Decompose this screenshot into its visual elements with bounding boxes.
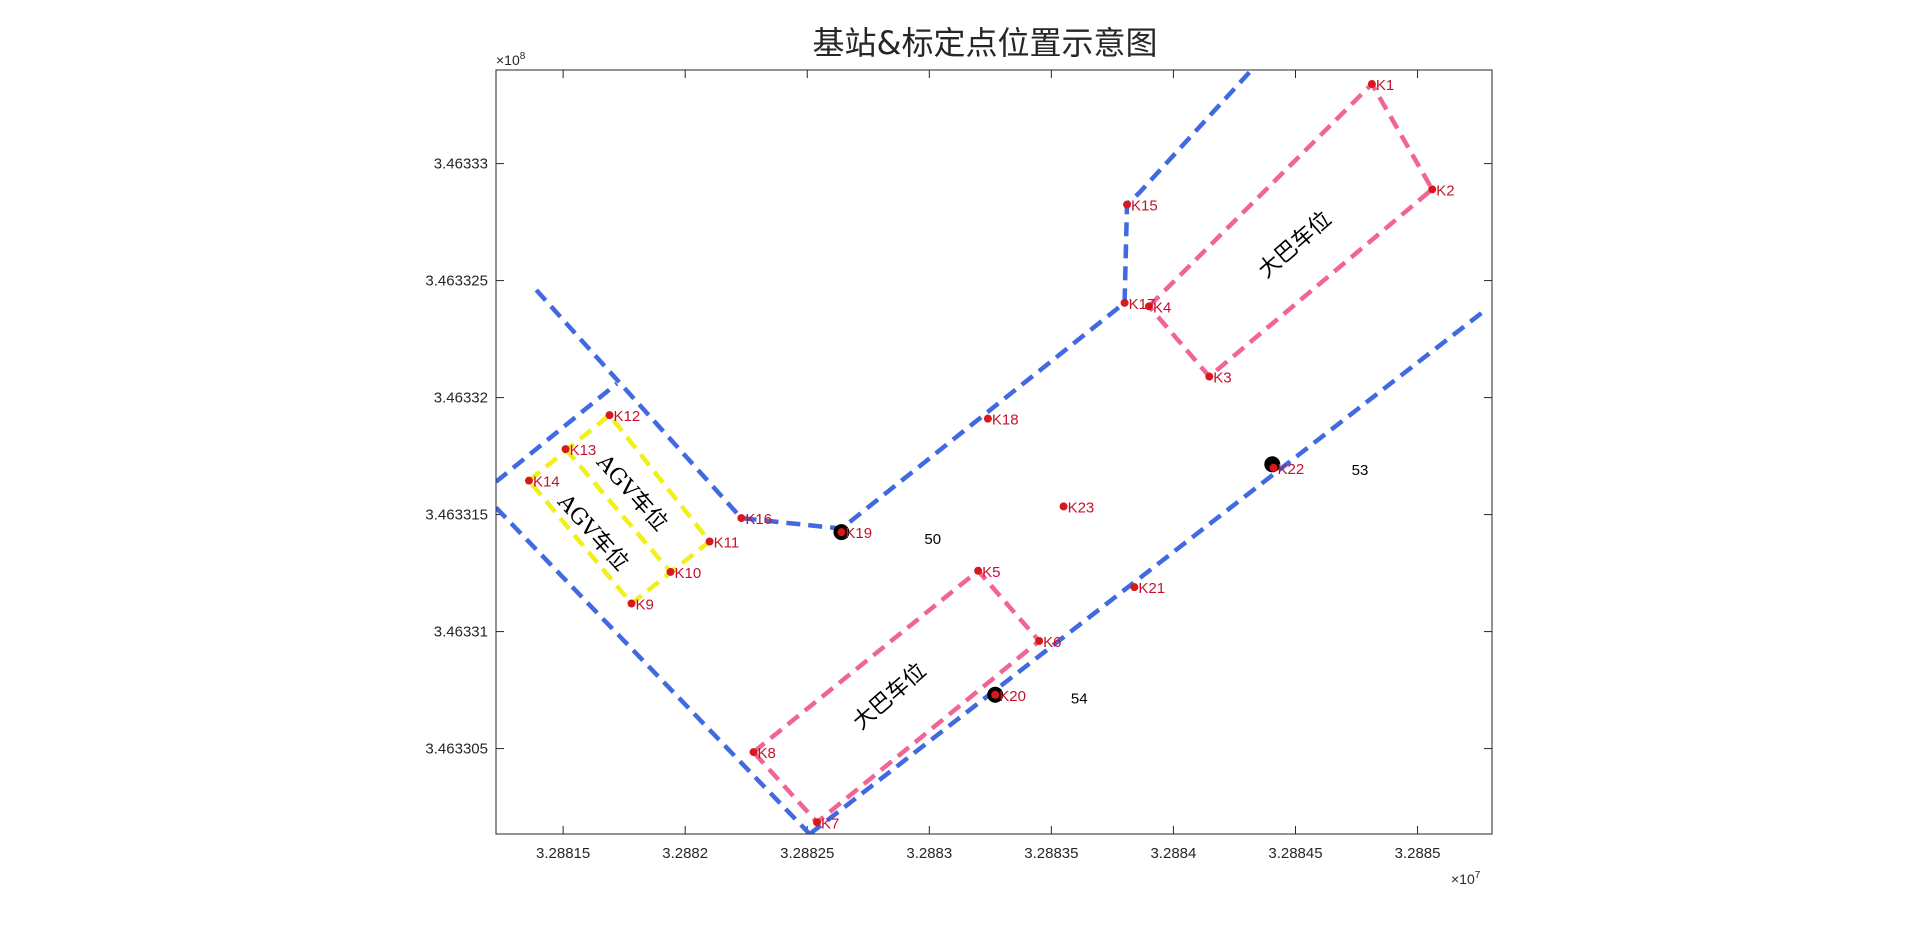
calibration-point-label: K4 [1153,299,1171,316]
calibration-point [737,514,746,523]
x-tick-label: 3.28815 [536,845,590,862]
calibration-point [1428,185,1437,194]
calibration-point [749,748,758,757]
calibration-point-label: K12 [614,408,641,425]
calibration-point-label: K2 [1436,182,1454,199]
calibration-point [1059,502,1068,511]
calibration-point-label: K13 [570,442,597,459]
parking-region-label: 大巴车位 [1254,207,1337,284]
calibration-point-label: K14 [533,474,560,491]
calibration-point [1205,372,1214,381]
calibration-point-label: K19 [845,525,872,542]
calibration-point [1035,636,1044,645]
x-tick-label: 3.2882 [662,845,708,862]
calibration-point [991,690,1000,699]
calibration-point-label: K11 [714,535,740,552]
y-tick-label: 3.46333 [434,156,488,173]
calibration-point [837,528,846,537]
x-tick-label: 3.2884 [1150,845,1196,862]
x-exponent-label: ×107 [1451,870,1481,887]
label-layer: 50 53 54 K1 K2 K3 K4 K5 K6 K7 K8 K9 K10 K11 K12 K13 K14 K… [533,77,1455,832]
y-tick-label: 3.463305 [425,741,488,758]
agv-spot-outline [563,447,673,574]
road-boundary-line [496,506,812,834]
road-boundary-line [496,381,619,484]
calibration-point [627,599,636,608]
axes-frame [495,69,1493,835]
road-boundary-line [534,70,1254,531]
calibration-point-label: K15 [1131,198,1158,215]
calibration-point-label: K17 [1129,296,1156,313]
y-tick-label: 3.46331 [434,624,488,641]
plot-area: 50 53 54 K1 K2 K3 K4 K5 K6 K7 K8 K9 K10 K11 K12 K13 K14 K… [496,70,1489,834]
base-station-label: 53 [1352,462,1369,479]
base-station-label: 54 [1071,690,1088,707]
calibration-point-label: K9 [635,597,653,614]
bus-spot-outline [1147,80,1436,380]
calibration-point [705,537,714,546]
calibration-point-label: K5 [982,564,1000,581]
road-boundary-line [808,306,1489,834]
calibration-point [1367,80,1376,89]
calibration-point [524,476,533,485]
calibration-point [605,411,614,420]
x-tick-label: 3.28845 [1268,845,1322,862]
y-tick-label: 3.463325 [425,273,488,290]
y-tick-label: 3.46332 [434,390,488,407]
calibration-point [1120,298,1129,307]
calibration-point [983,414,992,423]
calibration-point [1269,463,1278,472]
calibration-point-label: K8 [758,745,776,762]
calibration-point-label: K10 [675,565,702,582]
calibration-point [1130,583,1139,592]
chart-title: 基站&标定点位置示意图 [813,24,1158,62]
calibration-point [666,567,675,576]
x-tick-label: 3.2883 [906,845,952,862]
axis-ticks: 3.28815 3.2882 3.28825 3.2883 3.28835 3.2884 3… [425,70,1492,862]
calibration-point-label: K7 [821,815,839,832]
y-tick-label: 3.463315 [425,507,488,524]
calibration-point-label: K6 [1043,634,1061,651]
line-layer [496,70,1489,834]
x-tick-label: 3.2885 [1395,845,1441,862]
calibration-point-label: K22 [1278,461,1305,478]
calibration-point-label: K1 [1376,77,1394,94]
parking-region-label: AGV车位 [552,489,634,576]
marker-layer [524,80,1437,827]
x-tick-label: 3.28825 [780,845,834,862]
calibration-point-label: K23 [1068,499,1095,516]
calibration-point [813,818,822,827]
calibration-point-label: K21 [1138,580,1165,597]
calibration-point-label: K3 [1213,370,1231,387]
calibration-point-label: K18 [992,412,1019,429]
calibration-point-label: K16 [745,511,772,528]
base-station-label: 50 [924,531,941,548]
parking-region-label: 大巴车位 [849,658,932,735]
calibration-point-label: K20 [999,688,1026,705]
y-exponent-label: ×108 [496,51,526,68]
calibration-point [1145,302,1154,311]
calibration-point [561,445,570,454]
x-tick-label: 3.28835 [1024,845,1078,862]
calibration-point [974,566,983,575]
calibration-point [1123,200,1132,209]
